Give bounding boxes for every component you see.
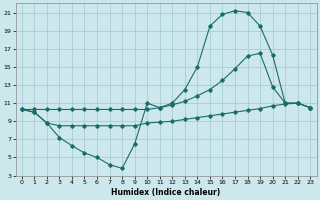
X-axis label: Humidex (Indice chaleur): Humidex (Indice chaleur) <box>111 188 221 197</box>
